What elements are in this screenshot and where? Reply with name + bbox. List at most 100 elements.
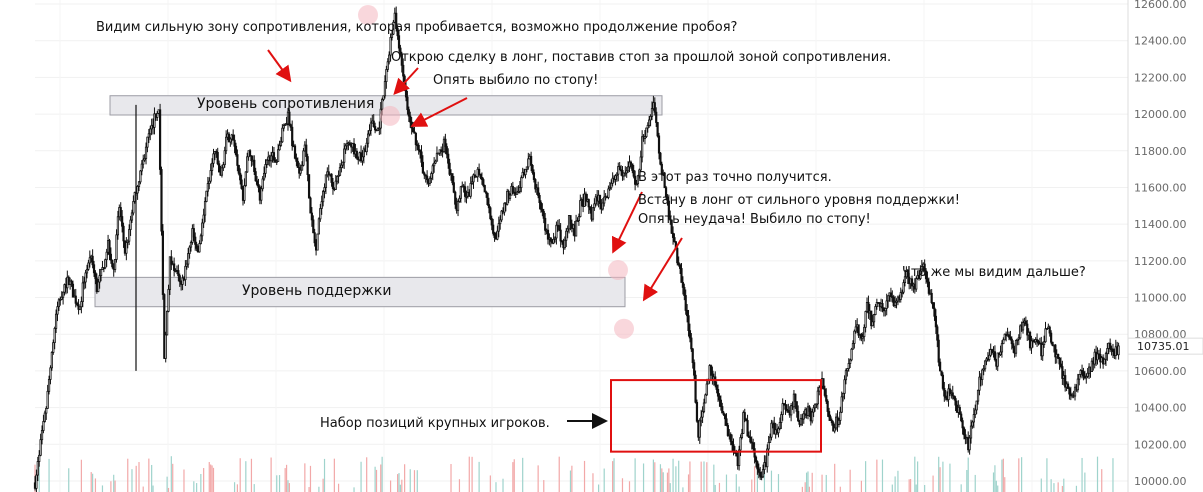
candle-body <box>246 156 249 173</box>
candle-body <box>173 263 176 271</box>
candle-body <box>823 388 826 396</box>
annotation-arrows <box>267 49 683 429</box>
volume-bar <box>110 481 112 492</box>
volume-bar <box>808 486 810 492</box>
candle-body <box>768 436 772 443</box>
volume-bar <box>142 486 144 492</box>
volume-bar <box>597 484 600 492</box>
volume-bar <box>558 456 560 492</box>
accumulation-box <box>610 379 822 453</box>
candle-body <box>60 296 63 300</box>
candle-body <box>982 368 985 371</box>
candle-body <box>892 296 895 306</box>
candle-body <box>508 194 512 199</box>
candle-body <box>808 406 811 412</box>
candle-body <box>1106 348 1109 354</box>
red-arrow <box>642 237 683 302</box>
candle-body <box>617 166 620 175</box>
candle-body <box>991 349 994 353</box>
candle-body <box>1057 353 1060 359</box>
candle-body <box>683 286 686 296</box>
candle-body <box>676 247 679 264</box>
candle-body <box>544 217 547 231</box>
candle-body <box>849 359 852 364</box>
volume-bar <box>458 479 461 492</box>
candle-body <box>469 182 472 197</box>
candle-body <box>402 64 405 77</box>
candle-body <box>745 418 748 421</box>
candle-body <box>278 144 281 151</box>
accumulation-box <box>610 379 822 453</box>
candle-body <box>531 165 534 174</box>
volume-bar <box>450 464 452 492</box>
candle-body <box>319 208 322 220</box>
candle-body <box>1078 373 1081 380</box>
current-price-label: 10735.01 <box>1137 340 1190 353</box>
candle-body <box>1021 322 1025 331</box>
candle-body <box>667 200 670 217</box>
candle-body <box>306 156 309 176</box>
candle-body <box>854 326 857 332</box>
candle-body <box>1012 343 1015 349</box>
volume-bar <box>932 475 934 492</box>
volume-bar <box>942 461 944 492</box>
candle-body <box>663 172 666 189</box>
volume-bar <box>287 480 289 492</box>
annotation-stopped-out-2: Опять неудача! Выбило по стопу! <box>638 212 871 227</box>
volume-bar <box>148 458 150 492</box>
volume-bar <box>735 474 737 492</box>
annotation-stopped-out-1: Опять выбило по стопу! <box>433 73 598 88</box>
candle-body <box>282 125 285 129</box>
candle-body <box>1030 340 1033 349</box>
candle-body <box>702 402 706 412</box>
candle-body <box>448 162 451 175</box>
volume-bar <box>68 468 70 492</box>
volume-bar <box>471 456 473 492</box>
candle-body <box>664 187 668 198</box>
candle-body <box>331 182 335 190</box>
candle-body <box>975 400 978 411</box>
candle-body <box>822 378 825 390</box>
candle-body <box>718 395 721 401</box>
volume-bar <box>700 461 702 492</box>
volume-bar <box>634 458 636 492</box>
candle-body <box>1076 378 1079 391</box>
candle-body <box>109 253 112 261</box>
candle-body <box>780 414 783 423</box>
volume-bar <box>891 484 893 492</box>
candle-body <box>222 164 225 169</box>
candle-body <box>142 159 145 165</box>
volume-bar <box>245 461 247 492</box>
candlesticks[interactable] <box>33 6 1120 492</box>
candle-body <box>406 96 409 111</box>
volume-bar <box>714 484 716 492</box>
candle-body <box>524 168 527 176</box>
candle-body <box>939 361 942 372</box>
candle-body <box>479 173 482 178</box>
volume-bar <box>401 479 403 492</box>
candle-body <box>1111 348 1115 352</box>
volume-bar <box>682 487 684 492</box>
candle-body <box>396 28 399 37</box>
volume-bar <box>285 464 288 492</box>
candle-body <box>749 437 752 443</box>
candle-body <box>189 242 193 248</box>
candle-body <box>185 263 188 267</box>
volume-bar <box>801 486 803 492</box>
candle-body <box>139 170 142 183</box>
volume-bar <box>193 481 195 492</box>
candle-body <box>98 275 101 283</box>
candle-body <box>310 212 313 221</box>
candle-body <box>525 166 529 170</box>
candle-body <box>969 425 973 439</box>
candle-body <box>1104 353 1108 360</box>
candle-body <box>288 111 291 126</box>
candle-body <box>260 188 263 201</box>
candle-body <box>607 188 610 198</box>
candle-body <box>433 162 436 167</box>
candle-body <box>489 207 492 220</box>
candle-body <box>872 314 876 323</box>
volume-bar <box>131 469 133 492</box>
